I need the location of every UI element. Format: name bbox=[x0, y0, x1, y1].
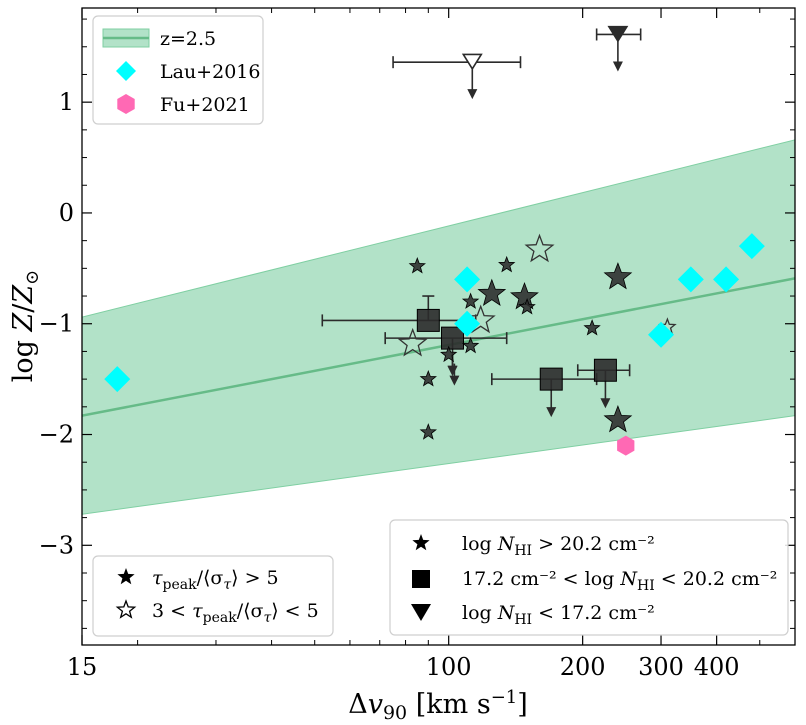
star-filled-point-8 bbox=[583, 319, 601, 336]
legend-nhi-star-swatch bbox=[412, 534, 430, 551]
triangle-limit-arrow-1-head bbox=[612, 61, 623, 72]
limit-arrow-1-head bbox=[447, 365, 458, 376]
axes-layer: −3 −2 −1 0 1 15 100 200 300 400 bbox=[39, 7, 796, 681]
legend-hexagon-swatch bbox=[117, 94, 135, 114]
legend-label-lau: Lau+2016 bbox=[160, 61, 260, 83]
star-filled-point-2 bbox=[419, 423, 437, 440]
plot-frame bbox=[81, 7, 796, 646]
square-point-1 bbox=[441, 326, 465, 350]
y-tick-label: −3 bbox=[39, 531, 74, 559]
legend-star-open-swatch bbox=[115, 599, 137, 619]
x-tick-label: 15 bbox=[67, 653, 98, 681]
lau-point-5 bbox=[713, 266, 740, 293]
star-filled-point-10 bbox=[603, 404, 633, 433]
legend-diamond-swatch bbox=[116, 61, 136, 81]
x-tick-label: 300 bbox=[638, 653, 684, 681]
y-tick-label: 0 bbox=[59, 199, 74, 227]
y-axis-label: log Z/Z⊙ bbox=[8, 270, 43, 383]
star-filled-point-13 bbox=[440, 345, 458, 363]
legends-layer: z=2.5 Lau+2016 Fu+2021 τpeak/⟨στ⟩ > 5 3 < τp… bbox=[92, 15, 789, 637]
legend-nhi-square-swatch bbox=[412, 570, 430, 588]
triangle-point-1 bbox=[607, 25, 629, 43]
legend-nhi-triangle-swatch bbox=[411, 604, 431, 621]
data-points-layer bbox=[104, 25, 765, 456]
legend-label-fu: Fu+2021 bbox=[160, 94, 250, 116]
x-tick-label: 400 bbox=[694, 653, 740, 681]
lau-point-1 bbox=[454, 266, 481, 293]
square-point-0 bbox=[416, 308, 440, 332]
lau-point-2 bbox=[454, 310, 481, 337]
limit-arrow-0-head bbox=[449, 375, 460, 386]
legend-label-nhi-high: log NHI > 20.2 cm⁻² bbox=[462, 533, 655, 559]
legend-label-nhi-low: log NHI < 17.2 cm⁻² bbox=[462, 602, 655, 628]
legend-label-tau-high: τpeak/⟨στ⟩ > 5 bbox=[152, 567, 279, 593]
star-filled-point-1 bbox=[419, 369, 437, 387]
x-axis-label: Δv90 [km s−1] bbox=[348, 687, 528, 724]
legend-label-z: z=2.5 bbox=[160, 28, 216, 50]
z-fit-line bbox=[82, 277, 795, 417]
legend-star-filled-swatch bbox=[117, 568, 135, 585]
star-filled-point-12 bbox=[461, 336, 480, 354]
square-limit-arrow-3-head bbox=[600, 398, 611, 409]
lau-point-4 bbox=[677, 266, 704, 293]
star-filled-point-3 bbox=[461, 292, 480, 309]
star-filled-point-6 bbox=[510, 281, 539, 310]
legend-tau-box bbox=[92, 555, 334, 637]
star-filled-point-9 bbox=[603, 262, 633, 290]
star-filled-point-7 bbox=[518, 297, 536, 315]
fu-point-0 bbox=[617, 435, 635, 456]
legend-label-tau-mid: 3 < τpeak/⟨στ⟩ < 5 bbox=[152, 600, 319, 626]
y-tick-label: −2 bbox=[39, 421, 74, 449]
triangle-limit-arrow-0-head bbox=[467, 89, 478, 100]
star-open-point-2 bbox=[397, 327, 428, 357]
lau-point-6 bbox=[738, 233, 765, 260]
star-filled-point-5 bbox=[498, 255, 516, 273]
square-point-2 bbox=[539, 367, 563, 391]
triangle-point-0 bbox=[461, 53, 483, 71]
legend-label-nhi-mid: 17.2 cm⁻² < log NHI < 20.2 cm⁻² bbox=[462, 568, 777, 594]
square-point-3 bbox=[593, 358, 617, 382]
star-open-point-0 bbox=[524, 233, 555, 263]
x-tick-label: 100 bbox=[426, 653, 472, 681]
lau-point-0 bbox=[104, 366, 131, 393]
legend-nhi-box bbox=[389, 519, 789, 636]
y-tick-label: −1 bbox=[39, 310, 74, 338]
star-filled-point-4 bbox=[477, 278, 507, 307]
y-tick-label: 1 bbox=[59, 88, 74, 116]
star-filled-point-0 bbox=[408, 256, 426, 274]
square-limit-arrow-2-head bbox=[546, 407, 557, 418]
lau-point-3 bbox=[648, 321, 675, 348]
x-tick-label: 200 bbox=[560, 653, 606, 681]
